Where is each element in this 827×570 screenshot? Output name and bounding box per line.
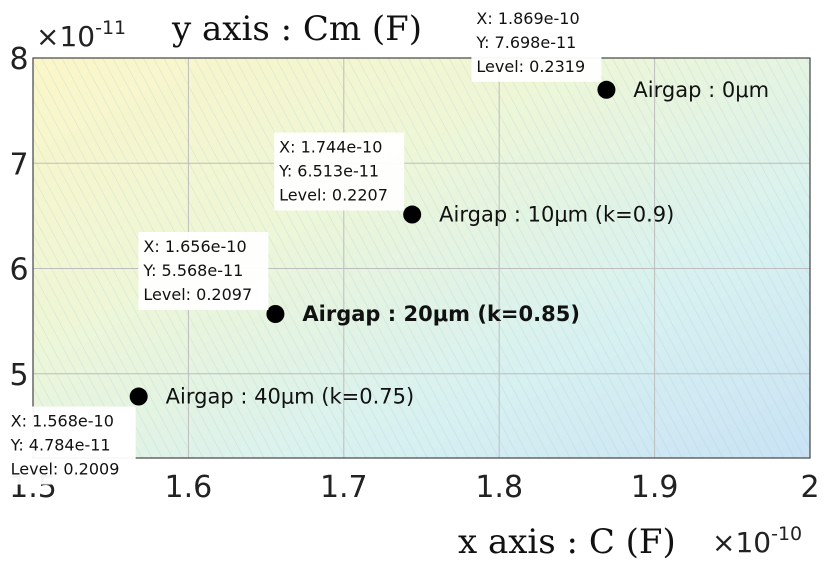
datatip-line: Y: 7.698e-11: [475, 33, 576, 52]
datatip-line: Level: 0.2097: [143, 285, 252, 304]
y-exponent-label: ×10-11: [36, 17, 126, 53]
datatip-line: Y: 5.568e-11: [142, 261, 243, 280]
datatip-box: [5, 406, 136, 485]
x-exponent-label: ×10-10: [712, 523, 802, 559]
y-tick-label: 7: [9, 147, 28, 182]
data-point: [597, 80, 616, 99]
x-tick-label: 2: [800, 470, 819, 505]
y-tick-label: 6: [9, 253, 28, 288]
datatip: X: 1.656e-10 Y: 5.568e-11 Level: 0.2097: [138, 232, 269, 310]
point-label: Airgap : 0μm: [633, 78, 769, 102]
data-point: [266, 305, 285, 323]
plot-area: [32, 57, 811, 459]
datatip-line: X: 1.656e-10: [143, 237, 246, 256]
point-label: Airgap : 40μm (k=0.75): [166, 385, 415, 409]
point-label: Airgap : 10μm (k=0.9): [439, 203, 674, 227]
datatip-line: Y: 6.513e-11: [278, 162, 379, 181]
point-label: Airgap : 20μm (k=0.85): [302, 302, 580, 326]
x-tick-label: 1.9: [631, 470, 679, 505]
datatip-line: Level: 0.2207: [279, 186, 388, 205]
x-tick-label: 1.8: [475, 470, 523, 505]
y-tick-labels: 5 6 7 8: [9, 42, 28, 393]
datatip-line: Y: 4.784e-11: [10, 436, 111, 455]
datatip: X: 1.744e-10 Y: 6.513e-11 Level: 0.2207: [274, 132, 405, 211]
data-point: [403, 205, 422, 224]
datatip: X: 1.568e-10 Y: 4.784e-11 Level: 0.2009: [5, 406, 136, 485]
y-axis-title: y axis : Cm (F): [171, 9, 422, 49]
x-tick-label: 1.6: [165, 470, 213, 505]
datatip-box: [274, 132, 405, 211]
datatip: X: 1.869e-10 Y: 7.698e-11 Level: 0.2319: [471, 3, 602, 82]
y-tick-label: 5: [9, 358, 28, 393]
y-tick-label: 8: [9, 42, 28, 77]
x-axis-title: x axis : C (F): [458, 522, 676, 562]
datatip-box: [471, 3, 602, 82]
axes-frame: [32, 57, 811, 459]
datatip-line: Level: 0.2009: [11, 460, 120, 479]
datatip-box: [138, 232, 269, 310]
datatip-line: Level: 0.2319: [476, 57, 585, 76]
datatip-line: X: 1.869e-10: [476, 9, 579, 28]
datatip-line: X: 1.568e-10: [11, 412, 114, 431]
datatip-line: X: 1.744e-10: [279, 138, 382, 157]
point-labels: Airgap : 0μm Airgap : 10μm (k=0.9) Airgap …: [166, 78, 769, 409]
data-markers: [129, 80, 616, 406]
x-tick-label: 1.7: [320, 470, 368, 505]
data-point: [129, 387, 148, 406]
